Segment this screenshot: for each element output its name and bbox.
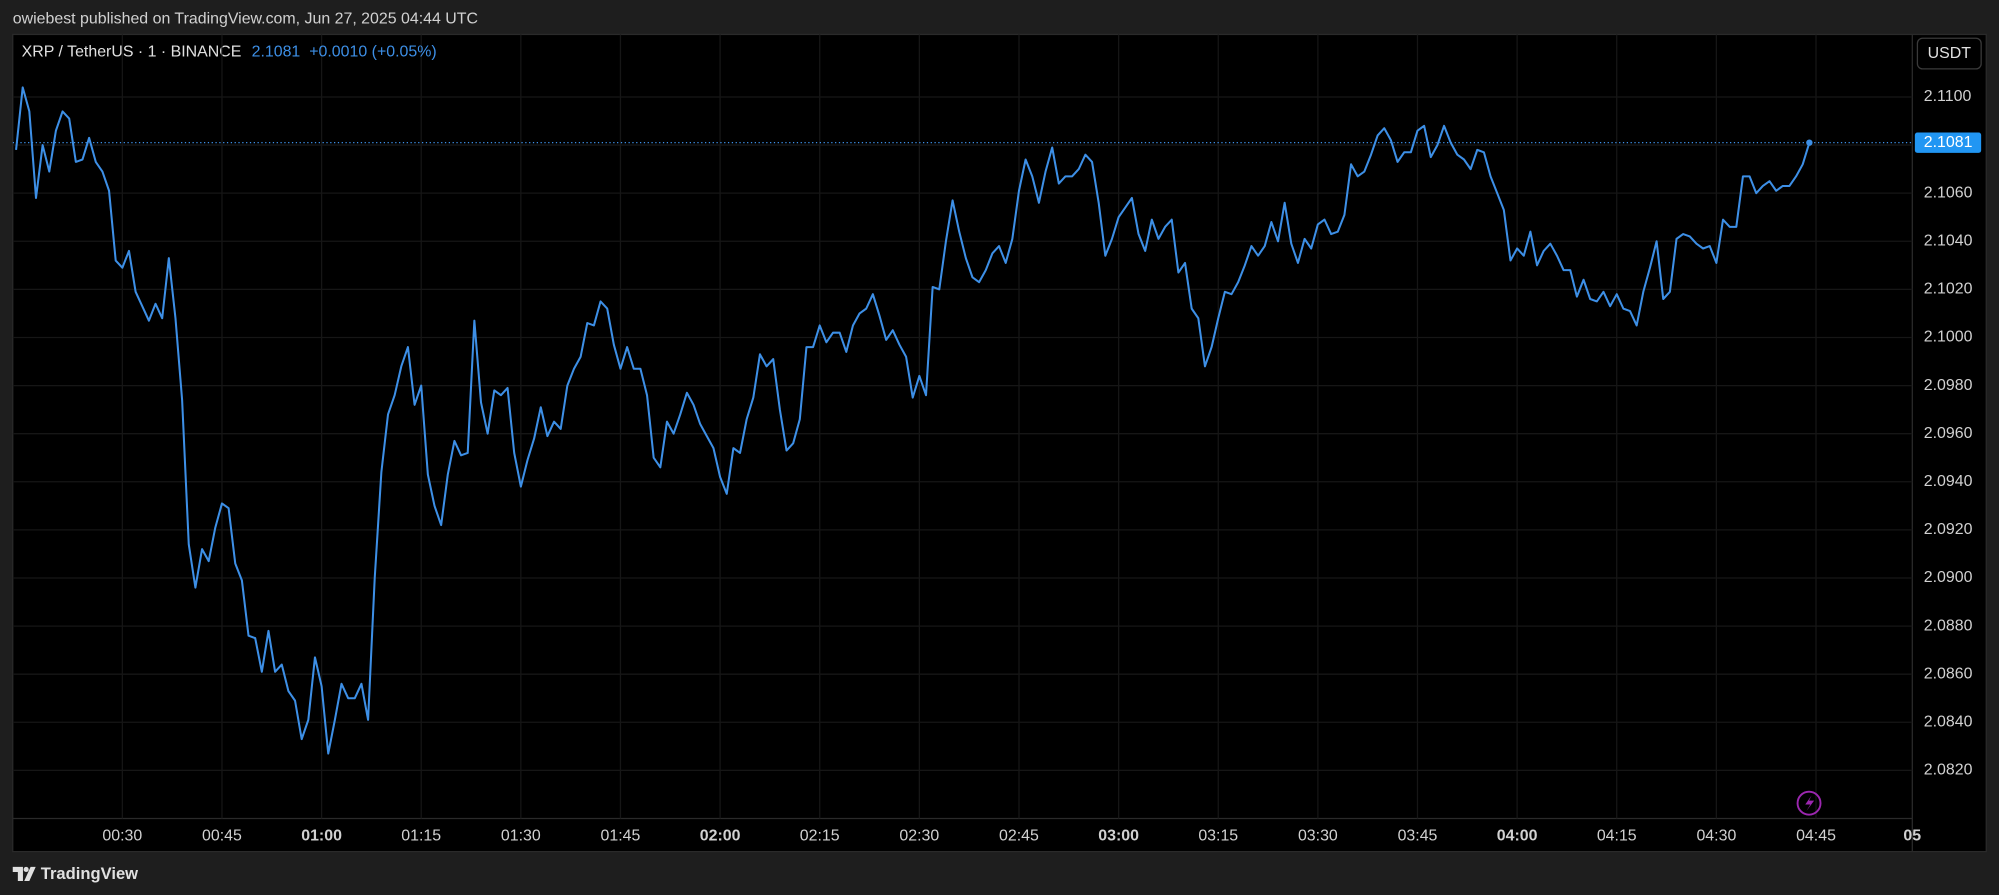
- x-tick-label: 01:45: [601, 828, 641, 845]
- last-price-box: [1914, 132, 1982, 153]
- y-tick-label: 2.0900: [1924, 569, 1973, 586]
- x-tick-label: 02:00: [700, 828, 741, 845]
- y-tick-label: 2.1000: [1924, 329, 1973, 346]
- last-point: [1806, 139, 1813, 146]
- currency-button[interactable]: [1916, 37, 1982, 70]
- attribution: owiebest published on TradingView.com, J…: [13, 10, 478, 27]
- x-tick-label: 04:15: [1597, 828, 1637, 845]
- y-tick-label: 2.0960: [1924, 425, 1973, 442]
- x-tick-label: 04:30: [1696, 828, 1736, 845]
- chart-area: [12, 33, 1987, 853]
- plot: [12, 86, 1913, 755]
- x-tick-label: 03:30: [1298, 828, 1338, 845]
- y-tick-label: 2.0980: [1924, 377, 1973, 394]
- y-tick-label: 2.1100: [1924, 88, 1972, 105]
- alert-bolt: [1805, 795, 1815, 811]
- y-tick-label: 2.0820: [1924, 762, 1973, 779]
- brand-dot: [23, 866, 29, 873]
- chart-title: XRP / TetherUS · 1 · BINANCE: [22, 43, 242, 60]
- x-tick-label: 00:30: [102, 828, 142, 845]
- header-price: 2.1081: [252, 43, 301, 60]
- price-line: [15, 86, 1811, 755]
- x-tick-label: 04:45: [1796, 828, 1836, 845]
- y-tick-label: 2.1020: [1924, 281, 1973, 298]
- x-tick-label: 02:30: [899, 828, 939, 845]
- y-tick-label: 2.0840: [1924, 713, 1973, 730]
- alert-icon[interactable]: [1796, 790, 1822, 816]
- axes: 2.0820 2.0840 2.0860 2.0880 2.0900 2.0920 2.09…: [102, 88, 1982, 845]
- header-change: +0.0010 (+0.05%): [309, 43, 436, 60]
- x-tick-label: 00:45: [202, 828, 242, 845]
- brand-mark: [12, 866, 36, 881]
- currency-label[interactable]: USDT: [1928, 45, 1972, 62]
- x-tick-label: 02:15: [800, 828, 840, 845]
- y-tick-label: 2.0940: [1924, 473, 1973, 490]
- brand: TradingView: [41, 864, 138, 883]
- y-tick-label: 2.0920: [1924, 521, 1973, 538]
- brand-logo: TradingView: [12, 864, 138, 883]
- x-tick-label: 01:30: [501, 828, 541, 845]
- grid: [12, 34, 1913, 819]
- x-tick-label: 02:45: [999, 828, 1039, 845]
- x-tick-label: 03:45: [1398, 828, 1438, 845]
- x-tick-label: 01:15: [401, 828, 441, 845]
- x-tick-label: 03:15: [1198, 828, 1238, 845]
- last-price-label: 2.1081: [1924, 134, 1973, 151]
- x-tick-label: 04:00: [1497, 828, 1538, 845]
- y-tick-label: 2.1040: [1924, 232, 1973, 249]
- y-tick-label: 2.0860: [1924, 665, 1973, 682]
- x-tick-label: 03:00: [1098, 828, 1139, 845]
- y-tick-label: 2.0880: [1924, 617, 1973, 634]
- x-tick-label: 05: [1903, 828, 1921, 845]
- x-tick-label: 01:00: [301, 828, 342, 845]
- y-tick-label: 2.1060: [1924, 184, 1973, 201]
